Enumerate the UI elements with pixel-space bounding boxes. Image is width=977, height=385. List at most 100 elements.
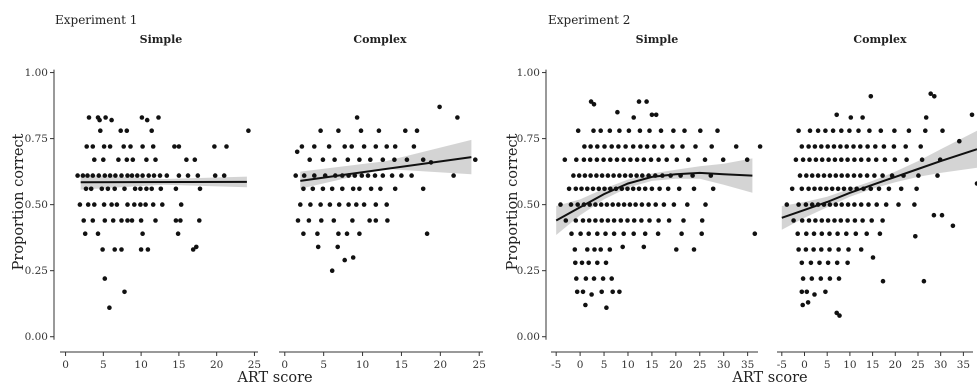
data-point [392, 144, 398, 149]
data-point [350, 218, 355, 223]
data-point [82, 231, 88, 236]
data-point [336, 128, 341, 133]
data-point [178, 202, 184, 207]
data-point [799, 289, 805, 295]
data-point [883, 202, 889, 207]
data-point [709, 144, 714, 149]
data-point [851, 144, 856, 149]
data-point [569, 231, 574, 236]
data-point [799, 218, 805, 223]
data-point [598, 128, 603, 133]
data-point [318, 202, 323, 207]
data-point [138, 186, 143, 192]
data-point [671, 202, 677, 207]
data-point [866, 202, 871, 207]
data-point [607, 247, 613, 252]
data-point [593, 218, 598, 223]
data-point [812, 186, 817, 192]
data-point [752, 231, 758, 236]
data-point [392, 157, 397, 162]
data-point [594, 173, 599, 178]
x-axis-title-exp1: ART score [236, 370, 312, 385]
data-point [473, 157, 478, 162]
x-tick-label: 25 [473, 359, 486, 371]
data-point [90, 144, 96, 149]
data-point [841, 186, 847, 192]
data-point [112, 247, 117, 252]
x-tick-label: 0 [62, 359, 69, 371]
data-point [301, 231, 306, 236]
data-point [617, 289, 622, 295]
data-point [596, 186, 602, 192]
data-point [573, 260, 578, 266]
data-point [610, 202, 615, 207]
data-point [424, 231, 430, 236]
data-point [880, 278, 886, 284]
data-point [195, 173, 201, 178]
data-point [831, 144, 837, 149]
data-point [122, 186, 127, 192]
data-point [703, 202, 708, 207]
data-point [865, 144, 870, 149]
data-point [858, 247, 864, 252]
data-point [845, 218, 850, 223]
data-point [868, 186, 874, 192]
data-point [156, 115, 161, 120]
data-point [175, 231, 181, 236]
data-point [224, 144, 229, 149]
data-point [827, 247, 832, 252]
data-point [101, 144, 107, 149]
data-point [611, 218, 617, 223]
data-point [916, 173, 921, 178]
data-point [591, 102, 597, 107]
data-point [98, 128, 103, 133]
data-point [197, 186, 203, 192]
data-point [904, 157, 909, 162]
data-point [116, 157, 121, 162]
data-point [598, 202, 604, 207]
data-point [585, 186, 590, 192]
data-point [102, 276, 108, 281]
x-tick-label: 0 [801, 359, 808, 371]
data-point [827, 276, 833, 281]
data-point [158, 186, 164, 192]
data-point [657, 186, 662, 192]
data-point [858, 157, 864, 162]
data-point [132, 202, 137, 207]
data-point [932, 94, 937, 99]
data-point [345, 157, 351, 162]
data-point [845, 202, 851, 207]
data-point [583, 276, 589, 281]
data-point [315, 231, 320, 236]
data-point [614, 157, 620, 162]
data-point [832, 157, 838, 162]
data-point [149, 186, 154, 192]
data-point [604, 305, 609, 311]
data-point [813, 157, 819, 162]
fit-line [555, 171, 753, 222]
data-point [809, 276, 815, 281]
data-point [826, 157, 831, 162]
data-point [852, 218, 858, 223]
data-point [95, 231, 101, 236]
data-point [839, 202, 844, 207]
data-point [373, 218, 379, 223]
data-point [827, 202, 833, 207]
data-point [660, 144, 665, 149]
x-tick-label: 15 [645, 359, 658, 371]
x-tick-label: 20 [889, 359, 902, 371]
data-point [599, 289, 604, 295]
x-tick-label: 35 [741, 359, 754, 371]
data-point [107, 305, 112, 311]
data-point [603, 231, 608, 236]
data-point [359, 173, 365, 178]
data-point [800, 157, 806, 162]
data-point [144, 157, 149, 162]
data-point [90, 218, 96, 223]
data-point [874, 202, 879, 207]
data-point [628, 157, 633, 162]
fit-line [781, 148, 977, 219]
data-point [858, 144, 863, 149]
data-point [622, 173, 628, 178]
data-point [139, 115, 145, 120]
